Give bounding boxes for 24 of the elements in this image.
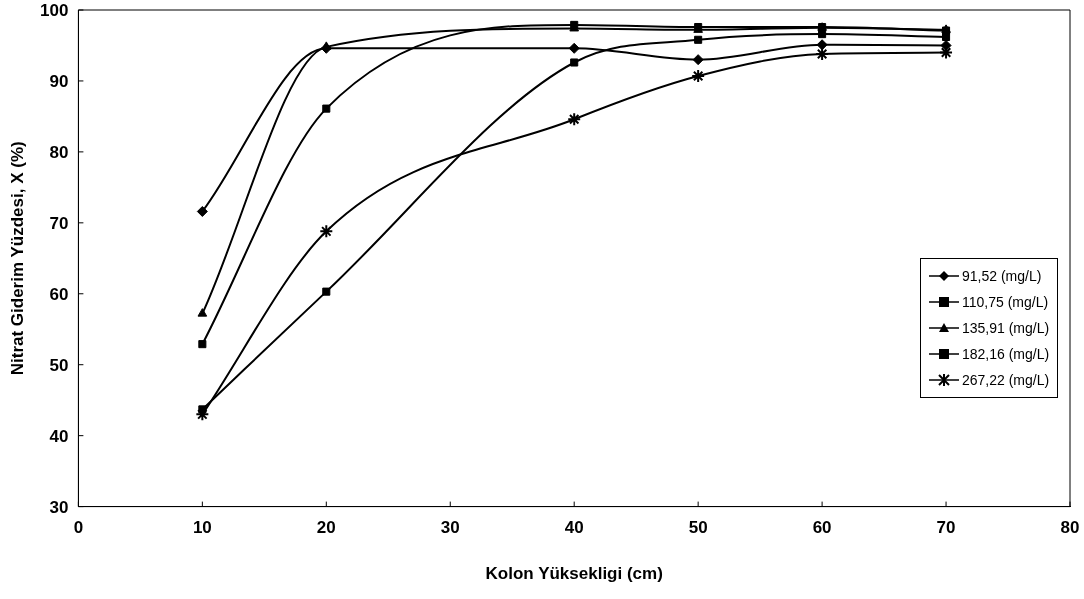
x-tick-label: 80 — [1060, 517, 1080, 537]
y-tick-label: 100 — [40, 1, 69, 20]
x-axis-title: Kolon Yüksekligi (cm) — [485, 564, 663, 584]
y-tick-label: 60 — [49, 284, 69, 304]
y-tick-label: 80 — [49, 142, 69, 162]
legend-label: 135,91 (mg/L) — [962, 320, 1050, 337]
legend-label: 182,16 (mg/L) — [962, 346, 1050, 363]
x-tick-label: 60 — [812, 517, 832, 537]
legend-label: 267,22 (mg/L) — [962, 372, 1050, 389]
y-tick-label: 40 — [49, 426, 69, 446]
x-tick-label: 30 — [440, 517, 460, 537]
legend-label: 91,52 (mg/L) — [962, 268, 1042, 285]
y-tick-label: 50 — [49, 355, 69, 375]
y-tick-label: 70 — [49, 213, 69, 233]
y-tick-label: 30 — [49, 497, 69, 517]
y-tick-label: 90 — [49, 71, 69, 91]
x-tick-label: 10 — [192, 517, 212, 537]
x-tick-label: 0 — [73, 517, 84, 537]
legend-label: 110,75 (mg/L) — [962, 294, 1049, 311]
x-tick-label: 20 — [316, 517, 336, 537]
x-tick-label: 50 — [688, 517, 708, 537]
x-tick-label: 40 — [564, 517, 584, 537]
y-axis-title: Nitrat Giderim Yüzdesi, X (%) — [7, 141, 27, 376]
x-tick-label: 70 — [936, 517, 956, 537]
